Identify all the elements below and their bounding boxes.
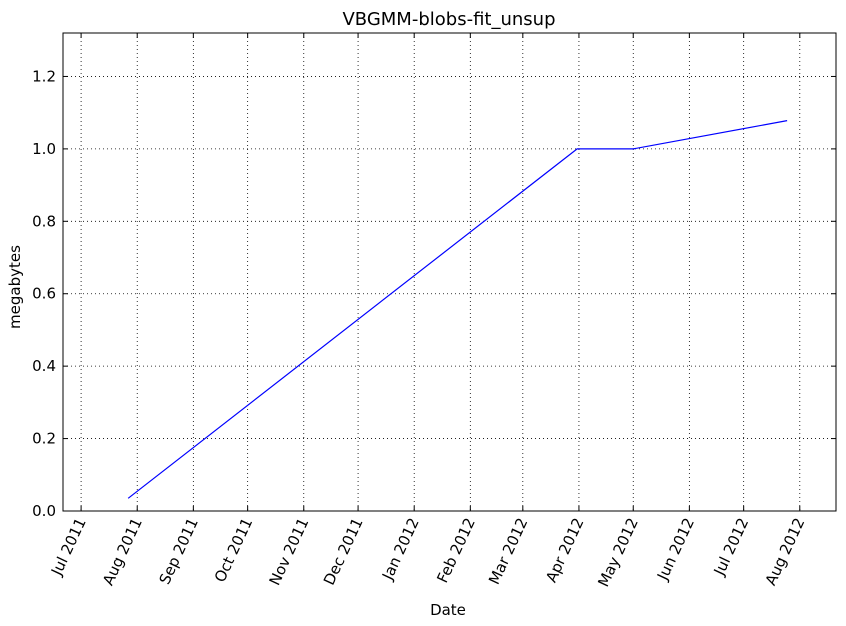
x-tick-label: Feb 2012 xyxy=(433,515,479,586)
y-tick-label: 0.8 xyxy=(32,212,56,230)
y-tick-label: 0.2 xyxy=(32,430,56,448)
y-tick-label: 0.4 xyxy=(32,357,56,375)
x-tick-label: May 2012 xyxy=(594,515,642,590)
x-tick-label: Sep 2011 xyxy=(156,515,202,587)
x-tick-label: Aug 2012 xyxy=(762,515,809,588)
x-tick-label: Dec 2011 xyxy=(320,515,367,588)
x-tick-label: Oct 2011 xyxy=(211,515,256,585)
x-tick-label: Apr 2012 xyxy=(542,515,587,585)
x-tick-label: Nov 2011 xyxy=(266,515,313,588)
series-line xyxy=(127,120,788,499)
y-tick-label: 1.0 xyxy=(32,140,56,158)
y-axis-label: megabytes xyxy=(6,245,24,329)
grid xyxy=(63,33,836,512)
x-tick-label: Jul 2012 xyxy=(710,515,753,579)
x-axis-label: Date xyxy=(430,601,466,619)
x-tick-label: Jun 2012 xyxy=(653,515,698,584)
y-tick-label: 0.6 xyxy=(32,285,56,303)
x-tick-label: Mar 2012 xyxy=(485,515,531,587)
chart-title: VBGMM-blobs-fit_unsup xyxy=(342,9,555,30)
series-layer xyxy=(127,120,788,499)
y-tick-label: 0.0 xyxy=(32,502,56,520)
ticks: Jul 2011 Aug 2011 Sep 2011 Oct 2011 Nov 2011… xyxy=(32,33,836,590)
plot-frame xyxy=(62,32,837,512)
x-tick-label: Jan 2012 xyxy=(378,515,423,583)
x-tick-label: Jul 2011 xyxy=(47,515,90,579)
y-tick-label: 1.2 xyxy=(32,67,56,85)
x-tick-label: Aug 2011 xyxy=(99,515,146,588)
